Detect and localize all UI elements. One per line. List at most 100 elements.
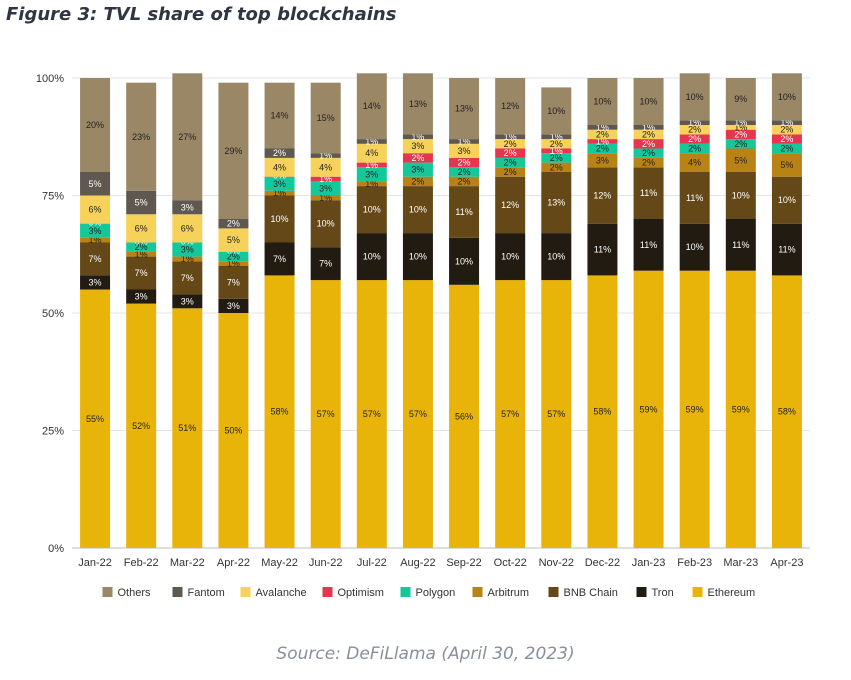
y-tick-label: 75% (42, 191, 64, 203)
bar-segment-arbitrum (449, 176, 480, 187)
data-label: 11% (640, 240, 657, 250)
data-label: 2% (734, 139, 747, 149)
data-label: 1% (319, 151, 332, 161)
legend-label: Ethereum (708, 587, 756, 599)
data-label: 2% (504, 148, 517, 158)
bar-segment-optimism (541, 148, 572, 154)
x-tick-label: Aug-22 (400, 557, 435, 569)
bar-segment-arbitrum (264, 190, 295, 196)
bar-segment-ethereum (402, 280, 433, 548)
bar-segment-polygon (771, 143, 802, 154)
bar-segment-tron (402, 233, 433, 281)
bar-segment-tron (771, 223, 802, 276)
bar-segment-ethereum (126, 303, 157, 548)
data-label: 2% (642, 158, 655, 168)
data-label: 11% (455, 207, 472, 217)
data-label: 1% (596, 122, 609, 132)
data-label: 7% (135, 268, 148, 278)
bar-segment-others (541, 87, 572, 135)
data-label: 15% (317, 113, 335, 123)
bar-segment-fantom (449, 139, 480, 144)
bar-segment-fantom (402, 134, 433, 140)
x-tick-label: Jul-22 (357, 557, 387, 569)
bar-segment-avalanche (771, 125, 802, 135)
bar-segment-polygon (264, 176, 295, 191)
data-label: 10% (778, 92, 796, 102)
data-label: 2% (596, 129, 609, 139)
data-label: 23% (132, 132, 150, 142)
data-label: 13% (547, 198, 565, 208)
bar-segment-polygon (633, 148, 664, 158)
bar-segment-ethereum (218, 313, 249, 548)
bar-segment-avalanche (356, 143, 387, 163)
bar-segment-polygon (679, 143, 710, 154)
bar-segment-fantom (172, 200, 203, 215)
data-label: 2% (688, 144, 701, 154)
bar-segment-arbitrum (126, 251, 157, 257)
data-label: 1% (181, 254, 194, 264)
bar-segment-polygon (80, 223, 111, 238)
data-label: 59% (640, 404, 658, 414)
figure-title: Figure 3: TVL share of top blockchains (6, 4, 397, 25)
data-label: 10% (363, 205, 381, 215)
legend-label: Others (118, 587, 152, 599)
bar-segment-fantom (495, 134, 526, 140)
data-label: 2% (458, 158, 471, 168)
data-label: 3% (365, 169, 378, 179)
bar-segment-bnb-chain (679, 172, 710, 224)
bar-segment-fantom (356, 139, 387, 144)
bar-segment-tron (679, 223, 710, 271)
data-label: 51% (178, 423, 196, 433)
bar-segment-optimism (587, 139, 618, 144)
data-label: 2% (780, 144, 793, 154)
data-label: 1% (504, 132, 517, 142)
data-label: 1% (688, 118, 701, 128)
bar-segment-ethereum (679, 270, 710, 548)
data-label: 3% (181, 245, 194, 255)
bar-segment-avalanche (80, 195, 111, 224)
data-label: 1% (734, 118, 747, 128)
x-tick-label: Mar-23 (723, 557, 758, 569)
data-label: 1% (458, 136, 471, 146)
data-label: 14% (363, 101, 381, 111)
bar-segment-fantom (725, 120, 756, 125)
bar-segment-fantom (310, 153, 341, 158)
data-label: 10% (547, 252, 565, 262)
bar-segment-avalanche (679, 125, 710, 135)
bar-segment-fantom (633, 125, 664, 130)
data-label: 10% (686, 242, 704, 252)
bar-segment-arbitrum (633, 157, 664, 168)
bar-segment-fantom (264, 148, 295, 158)
data-label: 1% (550, 146, 563, 156)
data-label: 5% (227, 235, 240, 245)
bar-segment-polygon (587, 143, 618, 154)
data-label: 2% (273, 148, 286, 158)
bar-segment-ethereum (172, 308, 203, 548)
bar-segment-tron (587, 223, 618, 276)
legend-swatch (400, 587, 411, 597)
bar-segment-arbitrum (725, 148, 756, 172)
data-label: 2% (135, 242, 148, 252)
bar-segment-fantom (80, 172, 111, 196)
legend-label: BNB Chain (564, 587, 618, 599)
data-label: 4% (688, 158, 701, 168)
data-label: 2% (227, 252, 240, 262)
data-label: 3% (181, 202, 194, 212)
data-label: 52% (132, 421, 150, 431)
bar-segment-tron (633, 219, 664, 271)
data-label: 1% (319, 193, 332, 203)
bar-segment-fantom (541, 134, 572, 140)
bar-segment-optimism (495, 148, 526, 158)
bar-segment-bnb-chain (356, 186, 387, 234)
bar-segment-tron (356, 233, 387, 281)
bar-segment-bnb-chain (495, 176, 526, 234)
data-label: 10% (547, 106, 565, 116)
bar-segment-fantom (771, 120, 802, 125)
bar-segment-arbitrum (402, 176, 433, 187)
data-label: 1% (89, 235, 102, 245)
data-label: 10% (363, 252, 381, 262)
data-label: 10% (317, 219, 335, 229)
bar-segment-arbitrum (587, 153, 618, 168)
bar-segment-optimism (725, 129, 756, 140)
bar-segment-polygon (402, 162, 433, 177)
